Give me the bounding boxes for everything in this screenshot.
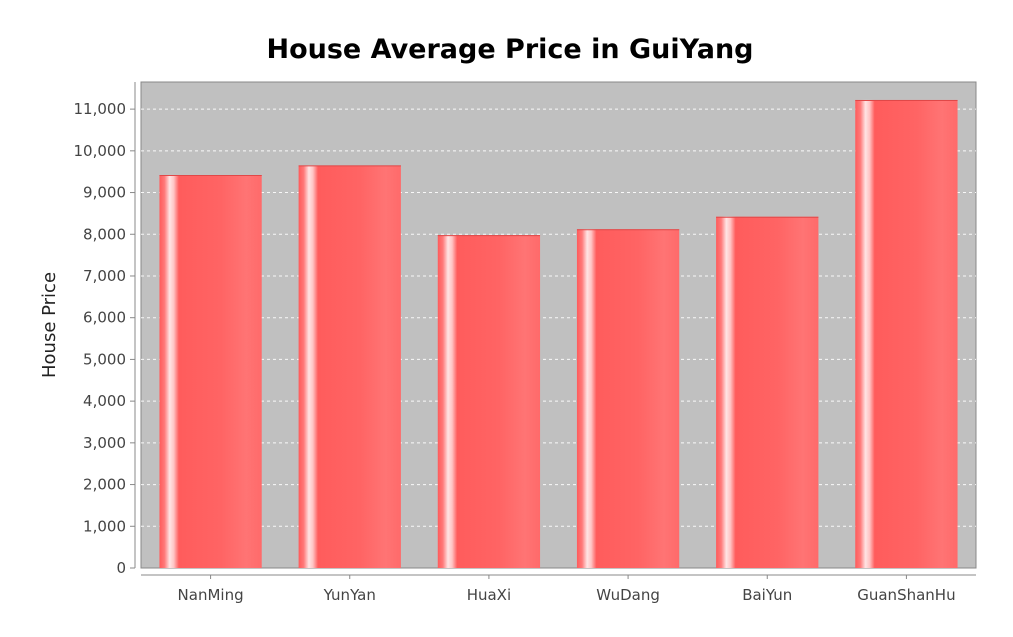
y-tick-label: 0 — [116, 559, 126, 577]
x-tick-label: YunYan — [323, 586, 376, 604]
x-tick-label: BaiYun — [742, 586, 792, 604]
y-tick-label: 3,000 — [83, 434, 126, 452]
y-tick-label: 11,000 — [74, 100, 127, 118]
bar-wudang — [576, 229, 680, 569]
bar-guanshanhu — [855, 99, 958, 568]
bars — [159, 99, 958, 569]
y-tick-label: 6,000 — [83, 309, 126, 327]
x-tick-label: GuanShanHu — [857, 586, 955, 604]
y-axis-ticks: 0 1,000 2,000 3,000 4,000 5,000 6,000 7,000 8,00… — [74, 100, 135, 577]
bar-baiyun — [716, 216, 819, 569]
chart-title: House Average Price in GuiYang — [266, 34, 753, 65]
x-tick-label: WuDang — [596, 586, 660, 604]
y-tick-label: 2,000 — [83, 476, 126, 494]
x-axis-ticks: NanMing YunYan HuaXi WuDang BaiYun GuanShanHu — [178, 575, 956, 604]
y-tick-label: 1,000 — [83, 517, 126, 535]
y-tick-label: 9,000 — [83, 184, 126, 202]
y-tick-label: 8,000 — [83, 225, 126, 243]
y-tick-label: 4,000 — [83, 392, 126, 410]
y-tick-label: 7,000 — [83, 267, 126, 285]
bar-huaxi — [437, 235, 541, 568]
x-tick-label: NanMing — [178, 586, 244, 604]
y-tick-label: 10,000 — [74, 142, 127, 160]
x-tick-label: HuaXi — [467, 586, 511, 604]
bar-yunyan — [298, 165, 401, 568]
gridlines — [141, 108, 976, 527]
plot-area — [140, 81, 977, 569]
y-axis-label: House Price — [39, 272, 60, 378]
y-tick-label: 5,000 — [83, 350, 126, 368]
bar-nanming — [159, 175, 262, 568]
